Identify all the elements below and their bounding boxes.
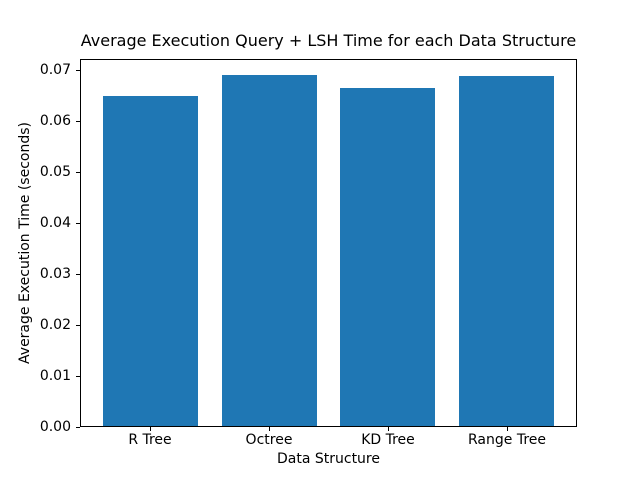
x-tick-label-range-tree: Range Tree bbox=[468, 432, 546, 448]
y-tick-label: 0.07 bbox=[39, 62, 71, 78]
y-tick-mark bbox=[76, 121, 80, 122]
y-tick-label: 0.06 bbox=[39, 113, 71, 129]
y-tick-mark bbox=[76, 223, 80, 224]
x-tick-mark bbox=[269, 427, 270, 431]
x-tick-label-r-tree: R Tree bbox=[128, 432, 172, 448]
y-tick-mark bbox=[76, 70, 80, 71]
y-tick-mark bbox=[76, 274, 80, 275]
x-tick-mark bbox=[507, 427, 508, 431]
x-axis-label: Data Structure bbox=[276, 451, 380, 467]
x-tick-mark bbox=[388, 427, 389, 431]
y-tick-label: 0.05 bbox=[39, 164, 71, 180]
x-tick-mark bbox=[150, 427, 151, 431]
bar-r-tree bbox=[102, 95, 198, 427]
y-tick-label: 0.04 bbox=[39, 215, 71, 231]
plot-area bbox=[80, 59, 577, 427]
y-tick-label: 0.02 bbox=[39, 317, 71, 333]
x-tick-label-kd-tree: KD Tree bbox=[361, 432, 415, 448]
y-tick-mark bbox=[76, 427, 80, 428]
y-tick-label: 0.00 bbox=[39, 419, 71, 435]
bar-octree bbox=[221, 74, 317, 427]
y-tick-label: 0.01 bbox=[39, 368, 71, 384]
y-tick-label: 0.03 bbox=[39, 266, 71, 282]
x-tick-label-octree: Octree bbox=[245, 432, 293, 448]
bar-range-tree bbox=[459, 76, 555, 427]
chart-title: Average Execution Query + LSH Time for e… bbox=[80, 31, 577, 50]
y-tick-mark bbox=[76, 325, 80, 326]
y-tick-mark bbox=[76, 376, 80, 377]
bar-kd-tree bbox=[340, 87, 436, 427]
y-tick-mark bbox=[76, 172, 80, 173]
